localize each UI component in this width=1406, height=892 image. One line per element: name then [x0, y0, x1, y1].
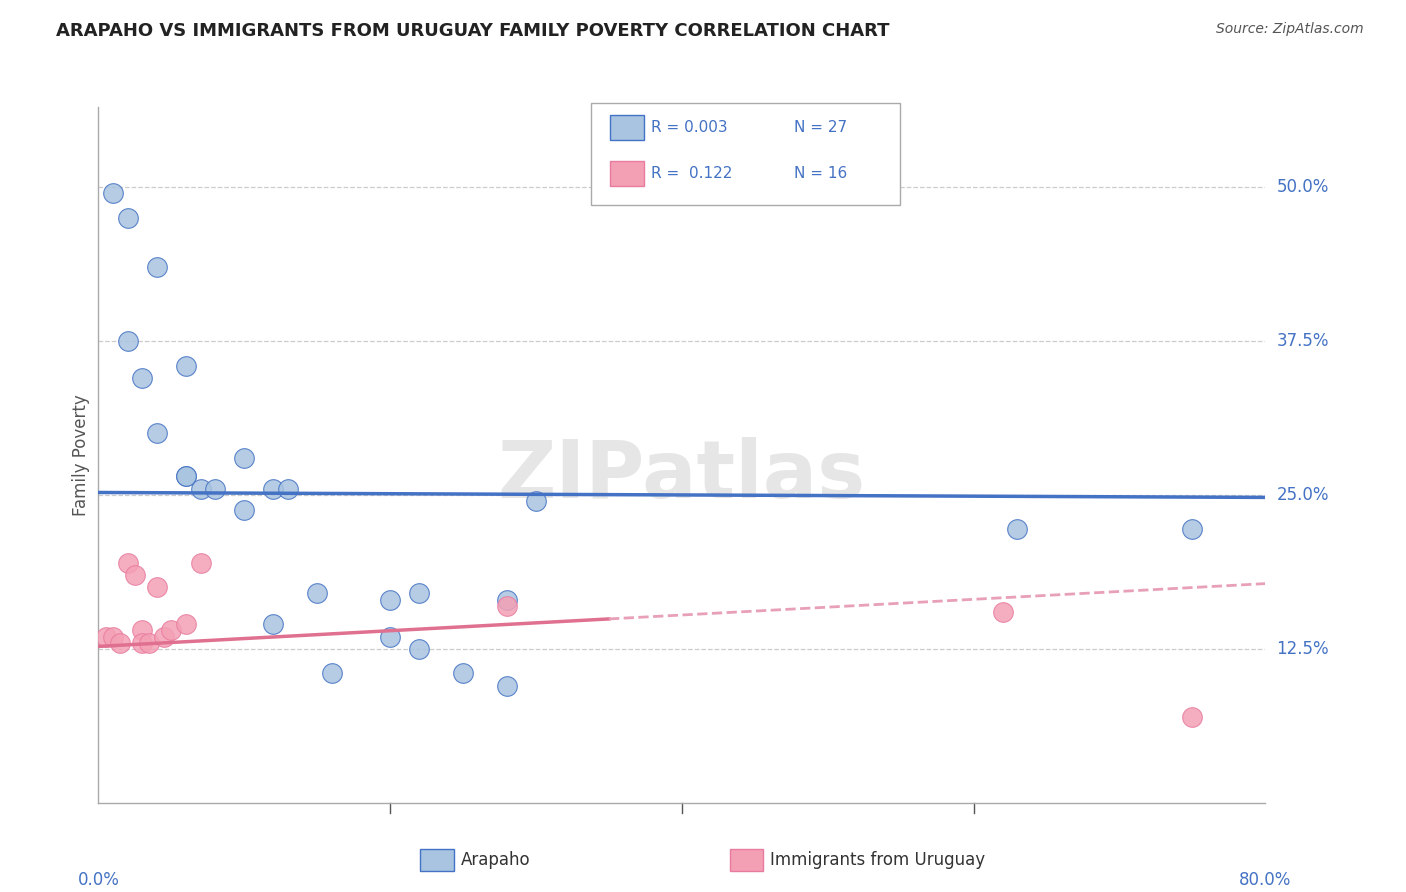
Point — [495, 679, 517, 693]
Point — [321, 666, 343, 681]
Text: N = 16: N = 16 — [794, 167, 848, 181]
Point — [307, 586, 329, 600]
Text: Source: ZipAtlas.com: Source: ZipAtlas.com — [1216, 22, 1364, 37]
Point — [131, 624, 153, 638]
Point — [94, 630, 117, 644]
Point — [146, 426, 169, 441]
Point — [1007, 523, 1029, 537]
Point — [378, 592, 402, 607]
Point — [190, 556, 212, 570]
Text: 80.0%: 80.0% — [1239, 871, 1292, 888]
Text: Immigrants from Uruguay: Immigrants from Uruguay — [770, 851, 986, 869]
Text: Arapaho: Arapaho — [461, 851, 531, 869]
Text: ZIPatlas: ZIPatlas — [498, 437, 866, 515]
Point — [495, 599, 517, 613]
Point — [131, 371, 153, 385]
Point — [262, 617, 284, 632]
Point — [131, 636, 153, 650]
Text: R =  0.122: R = 0.122 — [651, 167, 733, 181]
Point — [110, 636, 132, 650]
Point — [204, 482, 226, 496]
Point — [262, 482, 284, 496]
Text: 0.0%: 0.0% — [77, 871, 120, 888]
Point — [174, 359, 197, 373]
Text: 12.5%: 12.5% — [1277, 640, 1329, 658]
Point — [174, 617, 197, 632]
Point — [101, 630, 124, 644]
Point — [117, 211, 139, 225]
Text: N = 27: N = 27 — [794, 120, 848, 135]
Point — [1181, 709, 1204, 723]
Point — [451, 666, 474, 681]
Text: R = 0.003: R = 0.003 — [651, 120, 727, 135]
Point — [117, 556, 139, 570]
Text: 37.5%: 37.5% — [1277, 332, 1329, 350]
Point — [174, 469, 197, 483]
Point — [233, 450, 256, 465]
Point — [190, 482, 212, 496]
Point — [378, 630, 402, 644]
Point — [408, 586, 430, 600]
Point — [233, 502, 256, 516]
Point — [524, 494, 547, 508]
Text: ARAPAHO VS IMMIGRANTS FROM URUGUAY FAMILY POVERTY CORRELATION CHART: ARAPAHO VS IMMIGRANTS FROM URUGUAY FAMIL… — [56, 22, 890, 40]
Text: 50.0%: 50.0% — [1277, 178, 1329, 196]
Point — [146, 580, 169, 594]
Point — [146, 260, 169, 274]
Point — [160, 624, 183, 638]
Y-axis label: Family Poverty: Family Poverty — [72, 394, 90, 516]
Point — [174, 469, 197, 483]
Point — [277, 482, 299, 496]
Point — [101, 186, 124, 201]
Point — [124, 568, 146, 582]
Point — [1181, 523, 1204, 537]
Point — [138, 636, 160, 650]
Text: 25.0%: 25.0% — [1277, 486, 1329, 504]
Point — [408, 641, 430, 656]
Point — [991, 605, 1014, 619]
Point — [495, 592, 517, 607]
Point — [153, 630, 176, 644]
Point — [117, 334, 139, 348]
